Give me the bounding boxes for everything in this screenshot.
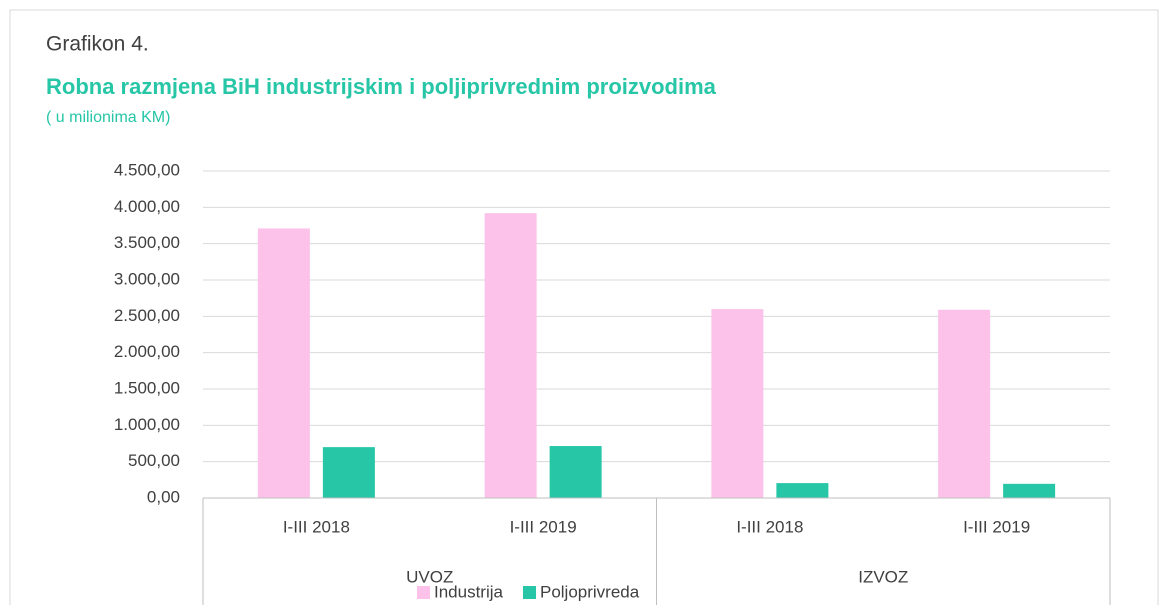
legend-label: Poljoprivreda — [540, 582, 640, 601]
group-label: UVOZ — [406, 567, 453, 586]
legend-swatch — [522, 586, 536, 599]
bar — [549, 446, 602, 498]
bar — [711, 309, 764, 498]
group-label: IZVOZ — [858, 567, 908, 586]
bar — [938, 309, 991, 498]
legend-label: Industrija — [434, 582, 504, 601]
x-tick-label: I-III 2019 — [963, 517, 1030, 536]
y-tick-label: 1.500,00 — [114, 378, 180, 397]
chart-subtitle: ( u milionima KM) — [46, 109, 170, 126]
bar — [484, 213, 537, 498]
bar — [257, 228, 310, 498]
bar — [322, 447, 375, 498]
x-tick-label: I-III 2018 — [283, 517, 350, 536]
x-tick-label: I-III 2019 — [510, 517, 577, 536]
y-tick-label: 3.500,00 — [114, 233, 180, 252]
legend-swatch — [417, 586, 430, 599]
bar — [776, 483, 829, 498]
y-tick-label: 1.000,00 — [114, 415, 180, 434]
y-tick-label: 3.000,00 — [114, 269, 180, 288]
chart-label: Grafikon 4. — [46, 33, 149, 56]
chart-frame — [9, 9, 1159, 605]
y-tick-label: 4.000,00 — [114, 197, 180, 216]
x-tick-label: I-III 2018 — [736, 517, 803, 536]
y-tick-label: 500,00 — [128, 451, 180, 470]
bar — [1003, 483, 1056, 498]
y-tick-label: 4.500,00 — [114, 160, 180, 179]
y-tick-label: 2.500,00 — [114, 306, 180, 325]
y-tick-label: 0,00 — [147, 487, 180, 506]
chart-title: Robna razmjena BiH industrijskim i polji… — [46, 74, 717, 99]
y-tick-label: 2.000,00 — [114, 342, 180, 361]
